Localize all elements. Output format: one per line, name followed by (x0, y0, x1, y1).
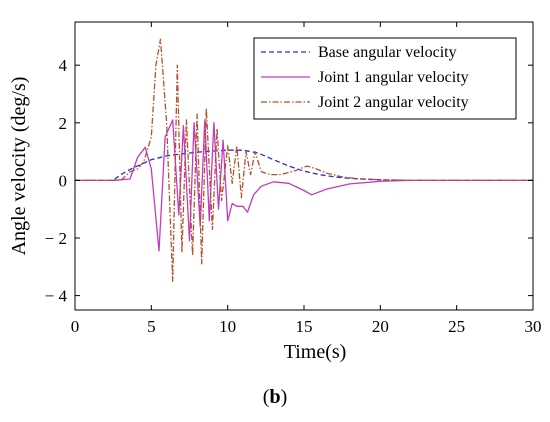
x-tick-label: 10 (219, 317, 236, 336)
legend-label-3: Joint 2 angular velocity (318, 94, 469, 111)
caption-open: ( (262, 386, 270, 408)
caption-letter: b (269, 386, 281, 408)
series-line-2 (75, 119, 533, 252)
x-tick-label: 30 (525, 317, 542, 336)
y-tick-label: 0 (59, 171, 68, 190)
x-tick-label: 20 (372, 317, 389, 336)
legend: Base angular velocity Joint 1 angular vel… (253, 37, 517, 120)
legend-label-2: Joint 1 angular velocity (318, 69, 469, 86)
x-tick-label: 0 (71, 317, 80, 336)
series-line-3 (75, 38, 533, 282)
y-tick-label: 4 (59, 56, 68, 75)
x-axis-label: Time(s) (284, 341, 347, 363)
x-tick-label: 5 (147, 317, 156, 336)
x-tick-label: 15 (296, 317, 313, 336)
y-tick-label: − 4 (45, 287, 68, 306)
series-line-1 (75, 149, 533, 182)
x-tick-label: 25 (448, 317, 465, 336)
y-tick-label: − 2 (45, 229, 67, 248)
series-layer (75, 38, 533, 282)
figure-caption: (b) (0, 386, 550, 409)
tick-layer: 0 5 10 15 20 25 30 − 4 − 2 0 2 4 (45, 22, 542, 336)
y-axis-label: Angle velocity (deg/s) (8, 77, 30, 256)
caption-close: ) (280, 386, 288, 408)
y-tick-label: 2 (59, 114, 68, 133)
legend-label-1: Base angular velocity (318, 44, 457, 61)
